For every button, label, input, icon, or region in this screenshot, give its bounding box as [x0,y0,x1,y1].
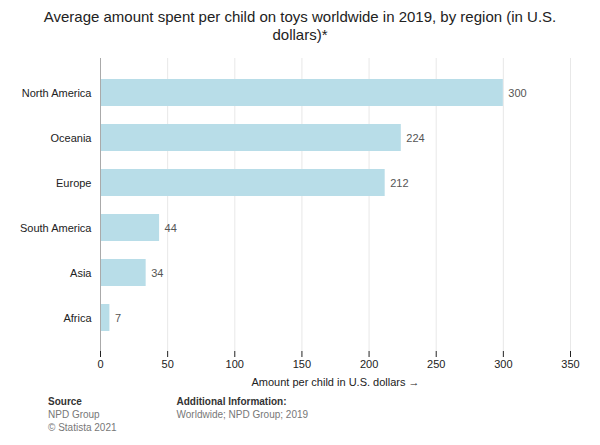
svg-text:North America: North America [22,87,93,99]
svg-text:34: 34 [151,267,163,279]
html-text:NPD Group: NPD Group [48,409,100,420]
svg-text:300: 300 [494,358,512,370]
svg-text:224: 224 [406,132,424,144]
svg-text:50: 50 [162,358,174,370]
svg-text:212: 212 [390,177,408,189]
svg-text:Amount per child in U.S. dolla: Amount per child in U.S. dollars → [251,376,419,388]
svg-text:250: 250 [427,358,445,370]
svg-text:44: 44 [165,222,177,234]
svg-text:350: 350 [561,358,579,370]
svg-text:7: 7 [115,312,121,324]
svg-text:Asia: Asia [70,267,92,279]
html-text:Average amount spent per child: Average amount spent per child on toys w… [43,8,557,43]
svg-text:300: 300 [508,87,526,99]
svg-text:Africa: Africa [63,312,92,324]
html-text:© Statista 2021: © Statista 2021 [48,422,117,433]
svg-text:200: 200 [360,358,378,370]
html-text:Source: Source [48,396,82,407]
svg-text:Oceania: Oceania [51,132,93,144]
html-text:Worldwide; NPD Group; 2019: Worldwide; NPD Group; 2019 [176,409,309,420]
svg-text:100: 100 [226,358,244,370]
svg-text:South America: South America [20,222,92,234]
svg-text:150: 150 [293,358,311,370]
html-text:Additional Information:: Additional Information: [176,396,287,407]
svg-text:Europe: Europe [56,177,91,189]
svg-text:0: 0 [97,358,103,370]
